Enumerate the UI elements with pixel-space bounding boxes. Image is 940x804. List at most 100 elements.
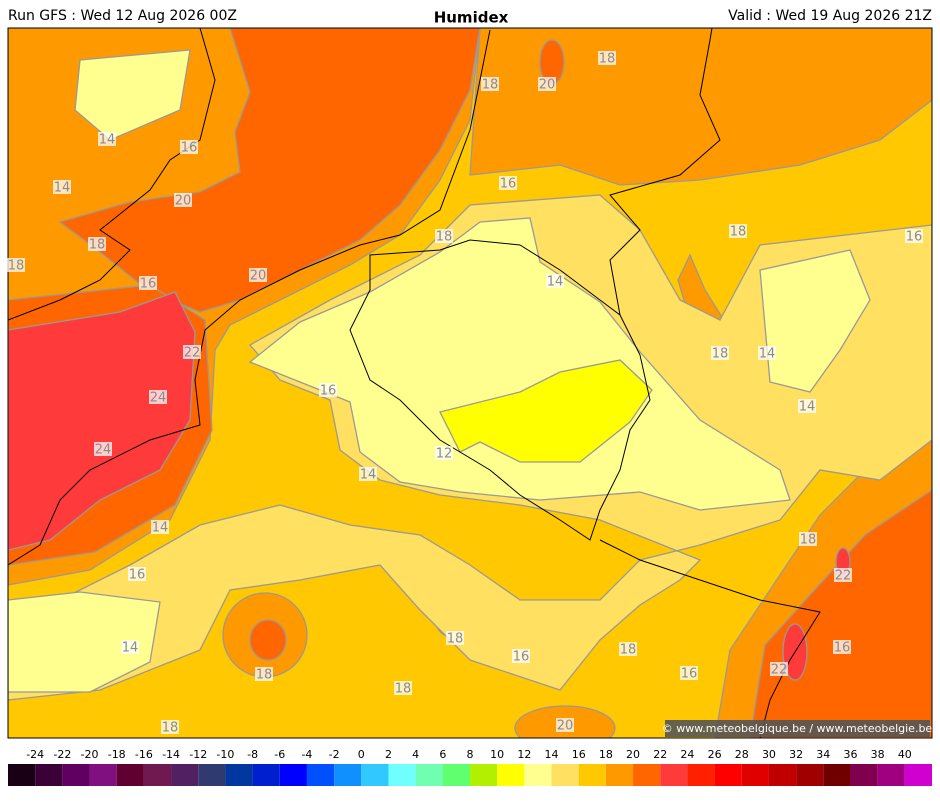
colorbar-cell xyxy=(198,764,226,786)
valid-label: Valid : Wed 19 Aug 2026 21Z xyxy=(728,8,932,24)
contour-label-bg xyxy=(680,666,698,680)
colorbar-tick-label: 34 xyxy=(816,748,830,761)
colorbar-tick-label: 28 xyxy=(735,748,749,761)
colorbar-cell xyxy=(415,764,443,786)
colorbar-tick-label: 36 xyxy=(843,748,857,761)
contour-label: 18 xyxy=(599,52,616,67)
contour-label-bg xyxy=(435,229,453,243)
contour-label: 16 xyxy=(681,667,698,682)
contour-label-bg xyxy=(512,649,530,663)
colorbar-cell xyxy=(334,764,362,786)
contour-label-bg xyxy=(798,399,816,413)
contour-label: 20 xyxy=(557,719,574,734)
contour-label-bg xyxy=(538,77,556,91)
contour-label: 22 xyxy=(771,663,788,678)
contour-label: 22 xyxy=(184,346,201,361)
contour-label-bg xyxy=(139,276,157,290)
colorbar-tick-label: -22 xyxy=(53,748,71,761)
contour-label: 16 xyxy=(906,230,923,245)
map-frame xyxy=(7,27,933,739)
colorbar-tick-label: -20 xyxy=(81,748,99,761)
contour-label-bg xyxy=(7,258,25,272)
colorbar-tick-label: 14 xyxy=(545,748,559,761)
colorbar-cell xyxy=(823,764,851,786)
colorbar-cell xyxy=(687,764,715,786)
contour-label-bg xyxy=(481,77,499,91)
colorbar-cell xyxy=(35,764,63,786)
contour-label-bg xyxy=(905,229,923,243)
contour-label: 20 xyxy=(175,194,192,209)
colorbar-cell xyxy=(551,764,579,786)
colorbar-cell xyxy=(279,764,307,786)
colorbar-cell xyxy=(62,764,90,786)
map-title: Humidex xyxy=(434,9,509,27)
colorbar-tick-label: 8 xyxy=(467,748,474,761)
colorbar-tick-label: 20 xyxy=(626,748,640,761)
colorbar-tick-label: 6 xyxy=(439,748,446,761)
colorbar-tick-label: 22 xyxy=(653,748,667,761)
colorbar-cell xyxy=(497,764,525,786)
contour-label-bg xyxy=(833,640,851,654)
contour-label: 14 xyxy=(799,400,816,415)
contour-label: 14 xyxy=(360,468,377,483)
colorbar-tick-label: 2 xyxy=(385,748,392,761)
contour-label-bg xyxy=(53,180,71,194)
colorbar-cell xyxy=(714,764,742,786)
contour-label-bg xyxy=(183,345,201,359)
contour-label-bg xyxy=(121,640,139,654)
contour-label: 14 xyxy=(759,347,776,362)
colorbar-cell xyxy=(877,764,905,786)
contour-label-bg xyxy=(834,568,852,582)
contour-label: 18 xyxy=(800,533,817,548)
colorbar-tick-label: 10 xyxy=(490,748,504,761)
contour-label-bg xyxy=(88,237,106,251)
colorbar-tick-label: 16 xyxy=(572,748,586,761)
colorbar-tick-label: -4 xyxy=(301,748,312,761)
colorbar-tick-label: -18 xyxy=(108,748,126,761)
colorbar-cell xyxy=(252,764,280,786)
contour-label-bg xyxy=(799,532,817,546)
contour-label-bg xyxy=(619,642,637,656)
colorbar-tick-label: 4 xyxy=(412,748,419,761)
contour-label: 18 xyxy=(395,682,412,697)
contour-label-bg xyxy=(546,274,564,288)
run-label: Run GFS : Wed 12 Aug 2026 00Z xyxy=(8,8,237,24)
colorbar-cell xyxy=(605,764,634,786)
contour-label-bg xyxy=(435,446,453,460)
colorbar-cell xyxy=(442,764,470,786)
colorbar-cell xyxy=(904,764,932,786)
contour-label: 18 xyxy=(620,643,637,658)
contour-label: 16 xyxy=(834,641,851,656)
credit-box xyxy=(665,720,930,737)
contour-label-bg xyxy=(598,51,616,65)
contour-label: 14 xyxy=(99,133,116,148)
contour-label-bg xyxy=(128,567,146,581)
field xyxy=(8,28,932,738)
contour-label-bg xyxy=(98,132,116,146)
colorbar-tick-label: 18 xyxy=(599,748,613,761)
contour-label: 16 xyxy=(140,277,157,292)
colorbar-tick-label: 0 xyxy=(358,748,365,761)
colorbar-tick-label: -2 xyxy=(329,748,340,761)
credit: © www.meteobelgique.be / www.meteobelgie… xyxy=(662,722,933,735)
colorbar-tick-label: -14 xyxy=(162,748,180,761)
contour-label-bg xyxy=(758,346,776,360)
colorbar-cell xyxy=(470,764,498,786)
borders xyxy=(8,28,821,738)
colorbar-cell xyxy=(850,764,878,786)
colorbar-tick-label: -8 xyxy=(247,748,258,761)
contour-label-bg xyxy=(94,442,112,456)
contour-label-bg xyxy=(255,667,273,681)
contour-label: 20 xyxy=(250,269,267,284)
contour-label: 14 xyxy=(122,641,139,656)
colorbar-cell xyxy=(741,764,769,786)
contour-label-bg xyxy=(161,720,179,734)
contour-label: 14 xyxy=(547,275,564,290)
contour-label: 18 xyxy=(256,668,273,683)
contour-label: 18 xyxy=(447,632,464,647)
contour-label-bg xyxy=(499,176,517,190)
colorbar-cell xyxy=(361,764,389,786)
contour-label-bg xyxy=(394,681,412,695)
